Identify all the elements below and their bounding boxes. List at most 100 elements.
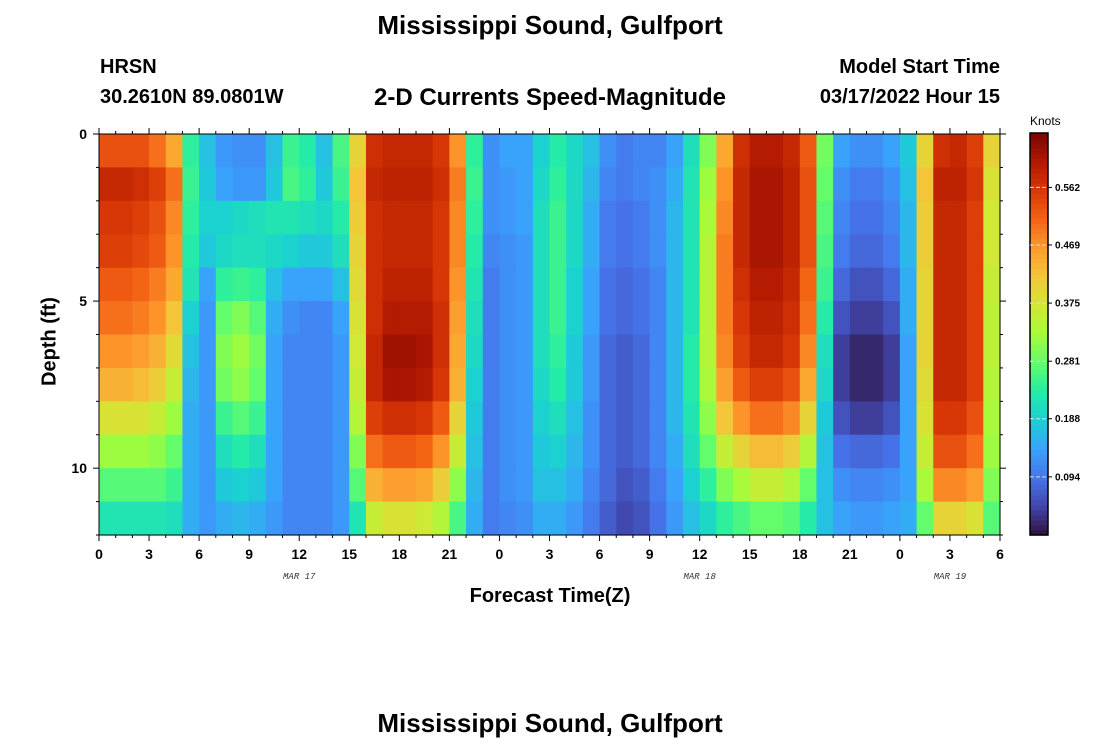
- heatmap-cell: [649, 134, 667, 169]
- heatmap-cell: [949, 501, 968, 536]
- heatmap-cell: [733, 501, 751, 536]
- heatmap-cell: [532, 134, 551, 169]
- heatmap-cell: [649, 367, 667, 402]
- heatmap-cell: [249, 434, 267, 469]
- date-labels: MAR 17 MAR 18 MAR 19: [283, 572, 967, 582]
- heatmap-cell: [949, 134, 968, 169]
- heatmap-cell: [315, 301, 334, 336]
- heatmap-cell: [799, 468, 818, 503]
- colorbar-tick-label: 0.188: [1055, 414, 1080, 425]
- heatmap-cell: [482, 234, 501, 269]
- heatmap-cell: [883, 234, 901, 269]
- heatmap-cell: [149, 234, 167, 269]
- heatmap-cell: [382, 234, 400, 269]
- heatmap-cell: [149, 434, 167, 469]
- colorbar-segment: [1030, 394, 1048, 400]
- heatmap-cell: [682, 401, 701, 436]
- heatmap-cell: [416, 267, 434, 302]
- heatmap-cell: [165, 367, 184, 402]
- heatmap-cell: [199, 267, 217, 302]
- heatmap-cell: [632, 334, 651, 369]
- heatmap-cell: [666, 267, 684, 302]
- heatmap-cell: [416, 200, 434, 235]
- heatmap-cell: [299, 334, 317, 369]
- heatmap-cell: [599, 301, 617, 336]
- heatmap-cell: [783, 234, 801, 269]
- heatmap-cell: [699, 501, 717, 536]
- chart-title: Mississippi Sound, Gulfport: [377, 10, 723, 40]
- heatmap-cell: [315, 234, 334, 269]
- heatmap-cell: [933, 234, 951, 269]
- heatmap-cell: [582, 334, 601, 369]
- heatmap-cell: [532, 501, 551, 536]
- heatmap-cell: [966, 501, 984, 536]
- colorbar-segment: [1030, 288, 1048, 295]
- colorbar-segment: [1030, 303, 1048, 310]
- colorbar-tick-label: 0.469: [1055, 240, 1080, 251]
- heatmap-cell: [149, 301, 167, 336]
- heatmap-cell: [866, 234, 884, 269]
- colorbar-segment: [1030, 323, 1048, 330]
- heatmap-cell: [382, 301, 400, 336]
- heatmap-cell: [449, 267, 467, 302]
- heatmap-cell: [582, 434, 601, 469]
- heatmap-cell: [232, 167, 250, 202]
- colorbar-segment: [1030, 399, 1048, 405]
- colorbar-segment: [1030, 474, 1048, 481]
- heatmap-cell: [916, 301, 934, 336]
- y-tick-label: 5: [79, 293, 87, 309]
- heatmap-cell: [482, 267, 501, 302]
- colorbar-segment: [1030, 369, 1048, 375]
- date-label: MAR 17: [283, 572, 316, 582]
- heatmap-cell: [582, 468, 601, 503]
- heatmap-cell: [199, 367, 217, 402]
- heatmap-cell: [866, 200, 884, 235]
- colorbar-segment: [1030, 494, 1048, 501]
- heatmap-cell: [215, 367, 234, 402]
- heatmap-cell: [566, 401, 584, 436]
- heatmap-cell: [816, 468, 834, 503]
- heatmap-cell: [232, 501, 250, 536]
- heatmap-cell: [916, 401, 934, 436]
- heatmap-cell: [649, 501, 667, 536]
- model-start-value: 03/17/2022 Hour 15: [819, 86, 1000, 108]
- heatmap-cell: [182, 334, 200, 369]
- heatmap-cell: [582, 401, 601, 436]
- heatmap-cell: [282, 167, 300, 202]
- heatmap-cell: [399, 134, 417, 169]
- heatmap-cell: [983, 234, 1001, 269]
- heatmap-cell: [365, 301, 384, 336]
- heatmap-cell: [482, 200, 501, 235]
- heatmap-cell: [816, 267, 834, 302]
- heatmap-cell: [332, 134, 350, 169]
- heatmap-cell: [365, 334, 384, 369]
- colorbar-segment: [1030, 258, 1048, 265]
- heatmap-cell: [399, 301, 417, 336]
- heatmap-cell: [282, 434, 300, 469]
- heatmap-cell: [916, 167, 934, 202]
- heatmap-cell: [766, 167, 784, 202]
- heatmap-cell: [99, 501, 117, 536]
- heatmap-cell: [949, 234, 968, 269]
- heatmap-cell: [115, 301, 133, 336]
- heatmap-cell: [516, 301, 534, 336]
- heatmap-cell: [649, 200, 667, 235]
- heatmap-cell: [549, 134, 567, 169]
- colorbar-segment: [1030, 268, 1048, 275]
- heatmap-cell: [566, 267, 584, 302]
- heatmap-cell: [432, 301, 450, 336]
- heatmap-cell: [783, 267, 801, 302]
- colorbar-segment: [1030, 193, 1048, 199]
- heatmap-cell: [182, 367, 200, 402]
- heatmap-cell: [299, 434, 317, 469]
- heatmap-cell: [232, 401, 250, 436]
- colorbar-segment: [1030, 484, 1048, 491]
- heatmap-cell: [365, 200, 384, 235]
- colorbar-segment: [1030, 429, 1048, 436]
- heatmap-cell: [516, 334, 534, 369]
- heatmap-cell: [182, 301, 200, 336]
- heatmap-cell: [165, 301, 184, 336]
- chart-title-repeat: Mississippi Sound, Gulfport: [377, 708, 723, 738]
- heatmap-cell: [783, 134, 801, 169]
- heatmap-cell: [516, 434, 534, 469]
